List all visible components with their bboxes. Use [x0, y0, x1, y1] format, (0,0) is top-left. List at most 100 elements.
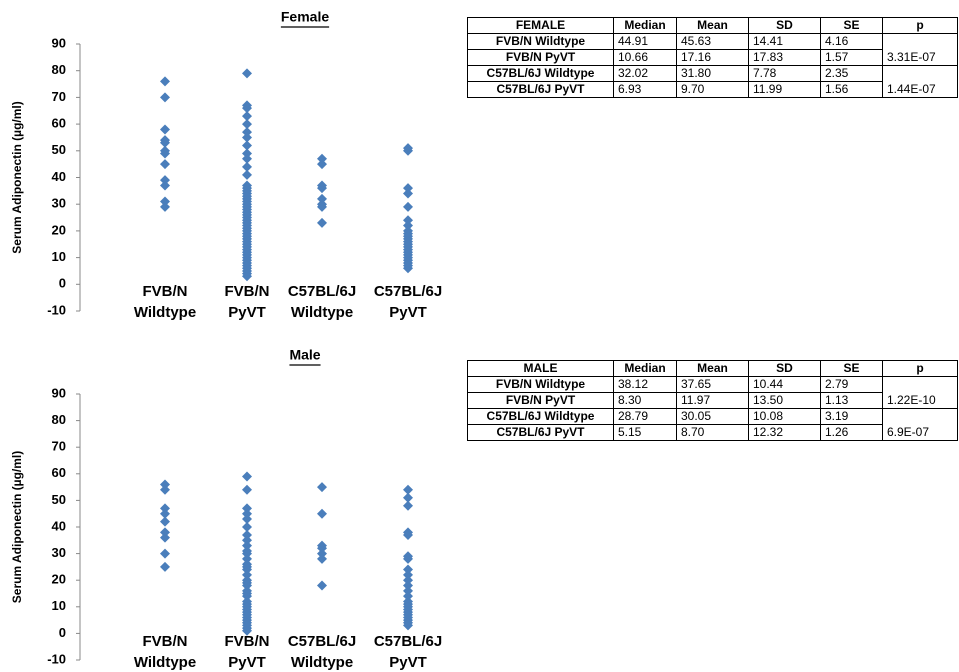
x-tick-label: PyVT — [389, 654, 427, 671]
cell: 44.91 — [613, 33, 677, 50]
data-point — [403, 500, 413, 511]
cell: 1.57 — [820, 49, 883, 66]
header-cell: Median — [613, 360, 677, 377]
y-tick-label: 50 — [52, 492, 66, 507]
header-row: MALE Median Mean SD SE p — [467, 360, 958, 377]
cell: 10.66 — [613, 49, 677, 66]
data-point — [242, 484, 252, 495]
x-tick-label: Wildtype — [291, 304, 353, 321]
row-label: C57BL/6J Wildtype — [467, 408, 614, 425]
data-point — [242, 625, 252, 636]
y-tick-label: -10 — [47, 651, 66, 666]
data-point — [317, 508, 327, 519]
cell: 17.16 — [676, 49, 749, 66]
data-point — [242, 548, 252, 559]
data-point — [242, 591, 252, 602]
data-point — [317, 548, 327, 559]
data-point — [242, 535, 252, 546]
data-point — [242, 132, 252, 143]
header-cell: SD — [748, 360, 821, 377]
data-point — [242, 140, 252, 151]
header-cell: Median — [613, 17, 677, 34]
female-table: FEMALE Median Mean SD SE p FVB/N Wildtype 44.91… — [467, 17, 958, 98]
data-point — [403, 183, 413, 194]
data-point — [160, 548, 170, 559]
y-tick-label: 50 — [52, 142, 66, 157]
x-tick-label: Wildtype — [134, 304, 196, 321]
data-point — [317, 580, 327, 591]
cell: 31.80 — [676, 65, 749, 82]
data-point — [160, 137, 170, 148]
x-tick-label: C57BL/6J — [288, 633, 356, 650]
chart-title: Female — [281, 9, 329, 25]
cell: 10.44 — [748, 376, 821, 393]
data-point — [403, 492, 413, 503]
data-point — [160, 516, 170, 527]
y-tick-label: 60 — [52, 116, 66, 131]
data-point — [403, 585, 413, 596]
data-point — [317, 482, 327, 493]
y-tick-label: 70 — [52, 89, 66, 104]
chart-title: Male — [289, 347, 320, 363]
data-point — [160, 76, 170, 87]
data-point — [242, 68, 252, 79]
cell: 7.78 — [748, 65, 821, 82]
data-point — [317, 201, 327, 212]
data-point — [160, 175, 170, 186]
data-point — [403, 215, 413, 226]
table-row: FVB/N Wildtype 44.91 45.63 14.41 4.16 3.31E-0… — [467, 33, 958, 66]
data-point — [242, 471, 252, 482]
data-point — [403, 188, 413, 199]
row-label: FVB/N Wildtype — [467, 33, 614, 50]
data-point — [242, 503, 252, 514]
cell: 1.13 — [820, 392, 883, 409]
header-cell: MALE — [467, 360, 614, 377]
data-point — [403, 553, 413, 564]
row-label: C57BL/6J Wildtype — [467, 65, 614, 82]
data-point — [317, 217, 327, 228]
y-tick-label: -10 — [47, 302, 66, 317]
x-tick-label: Wildtype — [134, 654, 196, 671]
p-value: 1.44E-07 — [882, 65, 958, 98]
data-point — [160, 503, 170, 514]
y-tick-label: 90 — [52, 35, 66, 50]
data-point — [403, 145, 413, 156]
data-point — [242, 514, 252, 525]
y-tick-label: 80 — [52, 62, 66, 77]
y-tick-label: 70 — [52, 439, 66, 454]
y-axis-label: Serum Adiponectin (µg/ml) — [10, 101, 24, 253]
data-point — [242, 148, 252, 159]
header-cell: SE — [820, 17, 883, 34]
header-cell: p — [882, 360, 958, 377]
row-label: FVB/N PyVT — [467, 392, 614, 409]
header-cell: SD — [748, 17, 821, 34]
y-tick-label: 30 — [52, 196, 66, 211]
data-point — [317, 543, 327, 554]
y-tick-label: 20 — [52, 572, 66, 587]
cell: 1.56 — [820, 81, 883, 98]
y-tick-label: 60 — [52, 465, 66, 480]
cell: 8.30 — [613, 392, 677, 409]
cell: 30.05 — [676, 408, 749, 425]
data-point — [242, 119, 252, 130]
data-point — [403, 575, 413, 586]
table-row: C57BL/6J PyVT 6.93 9.70 11.99 1.56 — [467, 81, 958, 98]
x-tick-label: PyVT — [228, 304, 266, 321]
y-tick-label: 90 — [52, 385, 66, 400]
cell: 28.79 — [613, 408, 677, 425]
data-point — [242, 569, 252, 580]
header-cell: p — [882, 17, 958, 34]
data-point — [242, 540, 252, 551]
x-tick-label: FVB/N — [225, 633, 270, 650]
cell: 11.97 — [676, 392, 749, 409]
data-point — [160, 196, 170, 207]
data-point — [242, 103, 252, 114]
data-point — [317, 153, 327, 164]
x-tick-label: PyVT — [389, 304, 427, 321]
x-tick-label: Wildtype — [291, 654, 353, 671]
cell: 9.70 — [676, 81, 749, 98]
table-row: FVB/N Wildtype 38.12 37.65 10.44 2.79 1.22E-1… — [467, 376, 958, 409]
x-tick-label: C57BL/6J — [374, 283, 442, 300]
